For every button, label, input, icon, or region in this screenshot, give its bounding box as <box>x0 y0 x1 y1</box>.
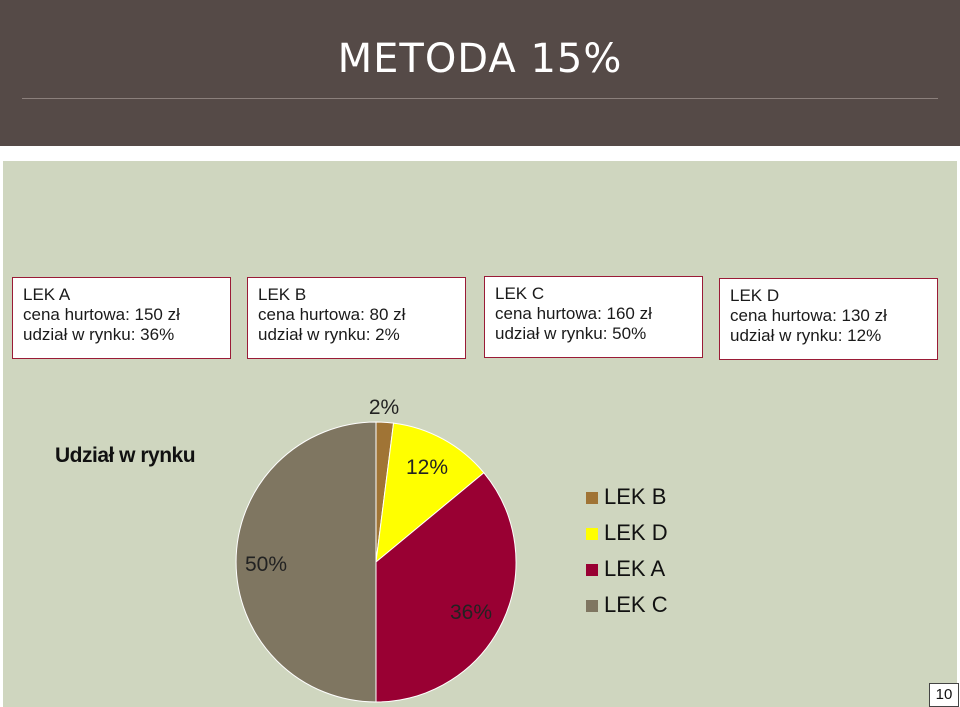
drug-price: cena hurtowa: 150 zł <box>23 305 180 324</box>
drug-card-b: LEK B cena hurtowa: 80 zł udział w rynku… <box>247 277 466 359</box>
data-label-lek-d: 12% <box>406 456 448 479</box>
drug-share: udział w rynku: 50% <box>495 324 647 343</box>
legend-label: LEK C <box>604 592 668 617</box>
drug-name: LEK B <box>258 285 307 304</box>
drug-price: cena hurtowa: 80 zł <box>258 305 406 324</box>
drug-name: LEK D <box>730 286 780 305</box>
title-underline <box>22 98 938 99</box>
chart-title: Udział w rynku <box>55 444 196 467</box>
legend-swatch <box>586 600 598 612</box>
legend-label: LEK B <box>604 484 667 509</box>
pie-slice-lek-d <box>375 422 485 564</box>
drug-card-c: LEK C cena hurtowa: 160 zł udział w rynk… <box>484 276 703 358</box>
data-label-lek-b: 2% <box>369 396 399 419</box>
drug-name: LEK C <box>495 284 545 303</box>
drug-share: udział w rynku: 2% <box>258 325 400 344</box>
drug-price: cena hurtowa: 130 zł <box>730 306 887 325</box>
drug-card-a: LEK A cena hurtowa: 150 zł udział w rynk… <box>12 277 231 359</box>
drug-card-d: LEK D cena hurtowa: 130 zł udział w rynk… <box>719 278 938 360</box>
drug-name: LEK A <box>23 285 71 304</box>
title-bar: METODA 15% <box>0 0 960 146</box>
legend-swatch <box>586 564 598 576</box>
drug-share: udział w rynku: 36% <box>23 325 175 344</box>
legend-label: LEK A <box>604 556 666 581</box>
data-label-lek-a: 36% <box>450 601 492 624</box>
page-number: 10 <box>929 683 959 707</box>
data-label-lek-c: 50% <box>245 553 287 576</box>
legend-label: LEK D <box>604 520 668 545</box>
pie-slice-lek-a <box>375 472 517 703</box>
legend-swatch <box>586 528 598 540</box>
drug-price: cena hurtowa: 160 zł <box>495 304 652 323</box>
drug-share: udział w rynku: 12% <box>730 326 882 345</box>
pie-slice-lek-c <box>235 421 377 703</box>
slide-title: METODA 15% <box>337 36 623 82</box>
legend-swatch <box>586 492 598 504</box>
